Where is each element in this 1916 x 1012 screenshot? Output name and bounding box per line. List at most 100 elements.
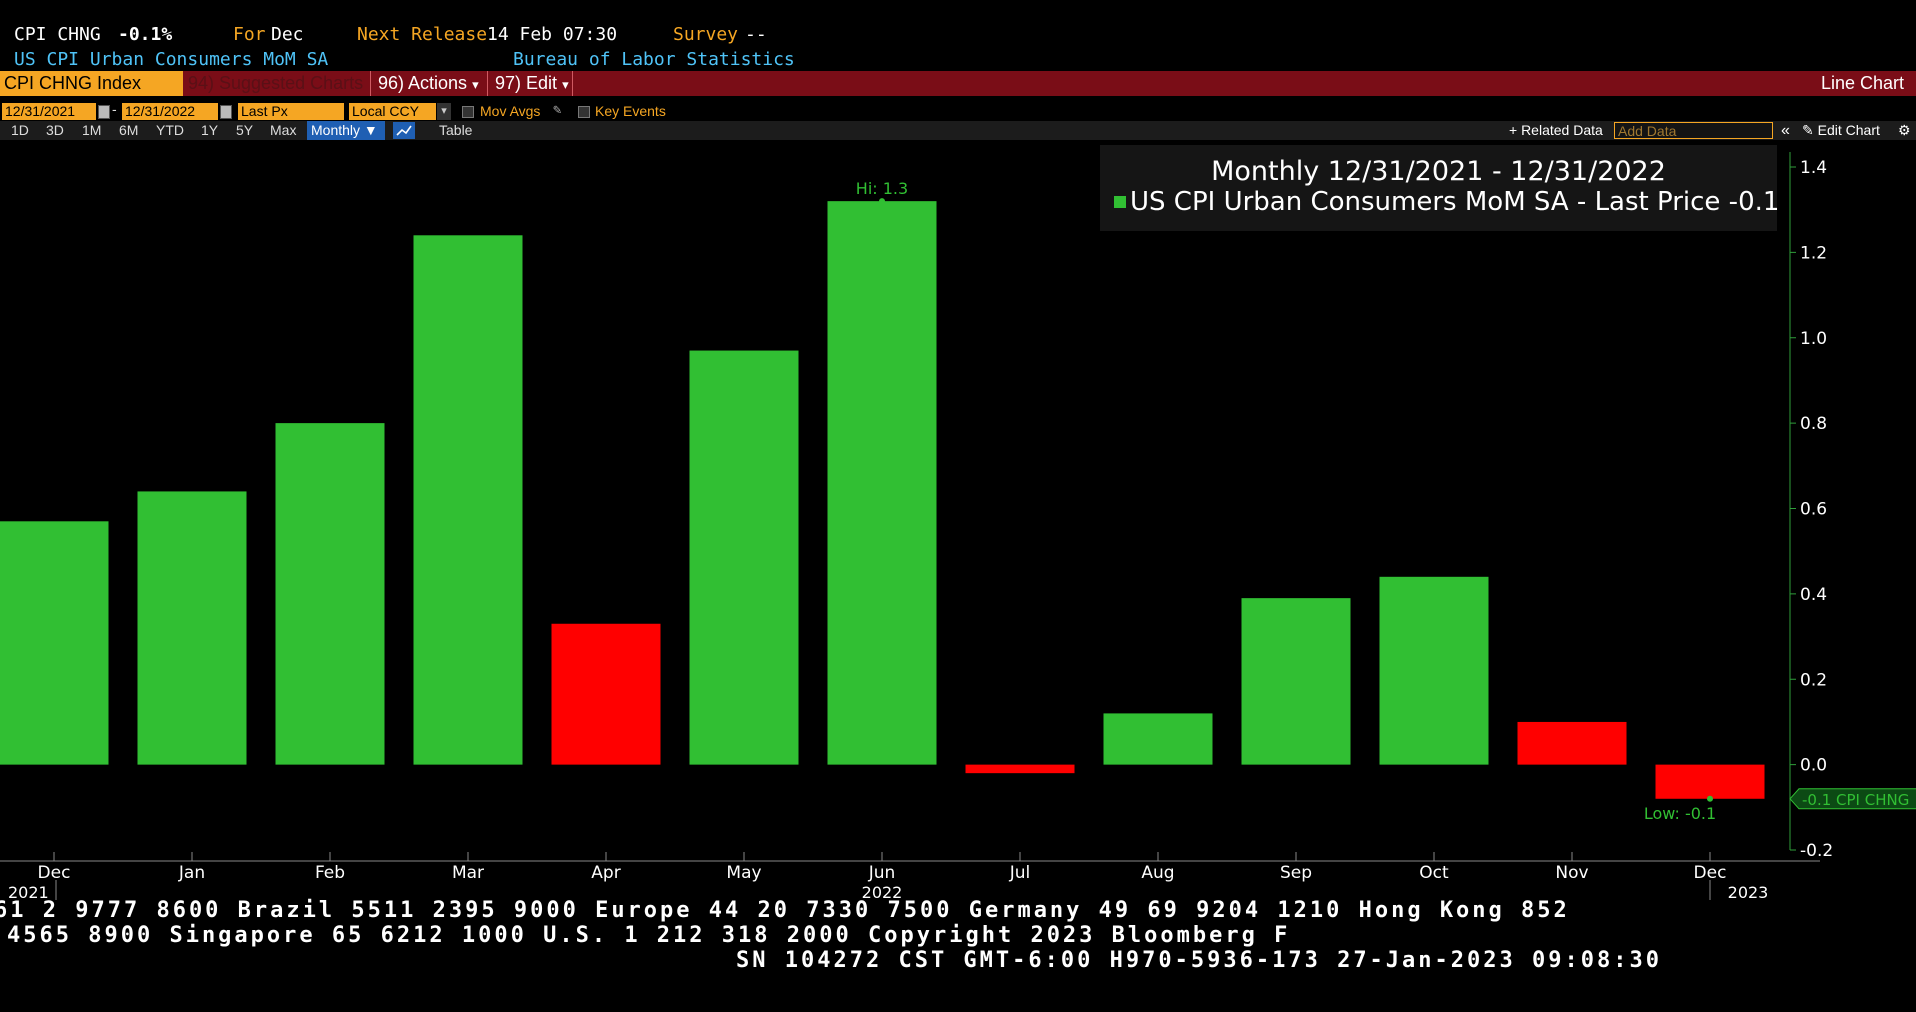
bar: [137, 491, 247, 765]
x-tick-label: Nov: [1555, 863, 1588, 883]
for-label: For: [233, 24, 266, 45]
date-separator: -: [112, 101, 117, 117]
next-release-label: Next Release: [357, 24, 488, 45]
x-tick-label: Dec: [1694, 863, 1727, 883]
low-marker: [1707, 795, 1713, 802]
hi-label: Hi: 1.3: [856, 179, 908, 198]
actions-menu[interactable]: 96) Actions ▾: [378, 71, 479, 96]
x-tick-label: Jun: [868, 863, 896, 883]
chart-title: Monthly 12/31/2021 - 12/31/2022: [1211, 156, 1666, 187]
period-button-6m[interactable]: 6M: [119, 122, 139, 138]
key-events-checkbox[interactable]: [578, 106, 590, 118]
edit-label: 97) Edit: [495, 73, 558, 93]
y-tick-label: 0.0: [1800, 756, 1827, 776]
y-tick-label: 0.4: [1800, 585, 1827, 605]
x-tick-label: Sep: [1280, 863, 1312, 883]
line-chart-icon[interactable]: [393, 122, 415, 139]
x-tick-label: Aug: [1141, 863, 1174, 883]
bar: [1517, 721, 1627, 765]
actions-label: 96) Actions: [378, 73, 468, 93]
bar: [1103, 713, 1213, 765]
period-button-1m[interactable]: 1M: [82, 122, 102, 138]
bar: [1241, 598, 1351, 765]
x-tick-label: May: [726, 863, 761, 883]
security-field[interactable]: CPI CHNG Index: [0, 71, 183, 96]
currency-select[interactable]: Local CCY: [349, 103, 436, 120]
chevron-down-icon: ▾: [562, 77, 569, 92]
bar: [1655, 764, 1765, 799]
year-label: 2023: [1728, 883, 1769, 900]
bar-chart: 1.4 1.2 1.0 0.8 0.6 0.4 0.2 0.0 -0.2 Dec Jan Feb Ma…: [0, 152, 1916, 900]
related-data-button[interactable]: + Related Data: [1509, 122, 1603, 138]
add-data-input[interactable]: Add Data: [1614, 122, 1773, 139]
y-tick-label: -0.2: [1800, 841, 1833, 861]
bar: [413, 235, 523, 765]
period-button-5y[interactable]: 5Y: [236, 122, 254, 138]
pencil-icon[interactable]: ✎: [553, 102, 562, 118]
ticker-label: CPI CHNG: [14, 24, 101, 45]
for-value: Dec: [271, 24, 304, 45]
period-button-max[interactable]: Max: [270, 122, 297, 138]
start-date-field[interactable]: 12/31/2021: [2, 103, 96, 120]
key-events-label[interactable]: Key Events: [595, 103, 666, 119]
source-name: Bureau of Labor Statistics: [513, 49, 795, 70]
y-tick-label: 1.2: [1800, 243, 1827, 263]
footer-line-3: SN 104272 CST GMT-6:00 H970-5936-173 27-…: [736, 948, 1662, 973]
collapse-icon[interactable]: «: [1781, 122, 1790, 139]
table-button[interactable]: Table: [439, 122, 473, 138]
legend-swatch: [1114, 196, 1126, 208]
x-tick-label: Apr: [591, 863, 620, 883]
survey-value: --: [745, 24, 767, 45]
footer-line-1: 61 2 9777 8600 Brazil 5511 2395 9000 Eur…: [0, 898, 1570, 923]
ticker-value: -0.1%: [118, 24, 173, 45]
y-tick-label: 0.2: [1800, 670, 1827, 690]
last-value-tag: [1789, 788, 1916, 810]
hi-marker: [879, 198, 885, 205]
bar: [827, 201, 937, 765]
x-tick-label: Jan: [178, 863, 205, 883]
y-tick-label: 0.8: [1800, 414, 1827, 434]
mov-avgs-checkbox[interactable]: [462, 106, 474, 118]
low-label: Low: -0.1: [1644, 804, 1716, 823]
bar: [551, 623, 661, 765]
period-button-ytd[interactable]: YTD: [156, 122, 184, 138]
x-tick-label: Oct: [1419, 863, 1449, 883]
period-button-1d[interactable]: 1D: [11, 122, 29, 138]
edit-menu[interactable]: 97) Edit ▾: [495, 71, 569, 96]
suggested-charts-button[interactable]: 94) Suggested Charts: [188, 73, 364, 93]
y-tick-label: 1.4: [1800, 158, 1827, 178]
x-tick-label: Feb: [315, 863, 345, 883]
period-button-3d[interactable]: 3D: [46, 122, 64, 138]
end-date-field[interactable]: 12/31/2022: [122, 103, 218, 120]
security-name: US CPI Urban Consumers MoM SA: [14, 49, 329, 70]
legend-series-label: US CPI Urban Consumers MoM SA - Last Pri…: [1130, 187, 1780, 217]
bar: [0, 521, 109, 765]
x-tick-label: Dec: [38, 863, 71, 883]
period-bar: [0, 121, 1916, 140]
legend-box: Monthly 12/31/2021 - 12/31/2022 US CPI U…: [1100, 145, 1780, 231]
year-label: 2021: [8, 883, 49, 900]
edit-chart-button[interactable]: ✎ Edit Chart: [1802, 122, 1880, 138]
x-tick-label: Jul: [1009, 863, 1031, 883]
frequency-select[interactable]: Monthly ▼: [307, 121, 385, 140]
bar: [965, 764, 1075, 774]
year-label: 2022: [862, 883, 903, 900]
next-release-value: 14 Feb 07:30: [487, 24, 618, 45]
bar: [1379, 576, 1489, 765]
mov-avgs-label[interactable]: Mov Avgs: [480, 103, 541, 119]
function-toolbar: [0, 71, 1916, 96]
chart-type-label[interactable]: Line Chart: [1820, 73, 1904, 93]
chevron-down-icon[interactable]: ▾: [437, 103, 451, 120]
last-value-label: -0.1 CPI CHNG: [1802, 791, 1909, 809]
period-button-1y[interactable]: 1Y: [201, 122, 219, 138]
y-tick-label: 1.0: [1800, 329, 1827, 349]
footer-line-2: 4565 8900 Singapore 65 6212 1000 U.S. 1 …: [7, 923, 1291, 948]
calendar-icon[interactable]: [98, 105, 110, 119]
y-tick-label: 0.6: [1800, 500, 1827, 520]
x-tick-label: Mar: [452, 863, 484, 883]
calendar-icon[interactable]: [220, 105, 232, 119]
gear-icon[interactable]: ⚙: [1898, 122, 1911, 138]
bar: [689, 350, 799, 765]
price-field-select[interactable]: Last Px: [238, 103, 344, 120]
bar: [275, 423, 385, 765]
